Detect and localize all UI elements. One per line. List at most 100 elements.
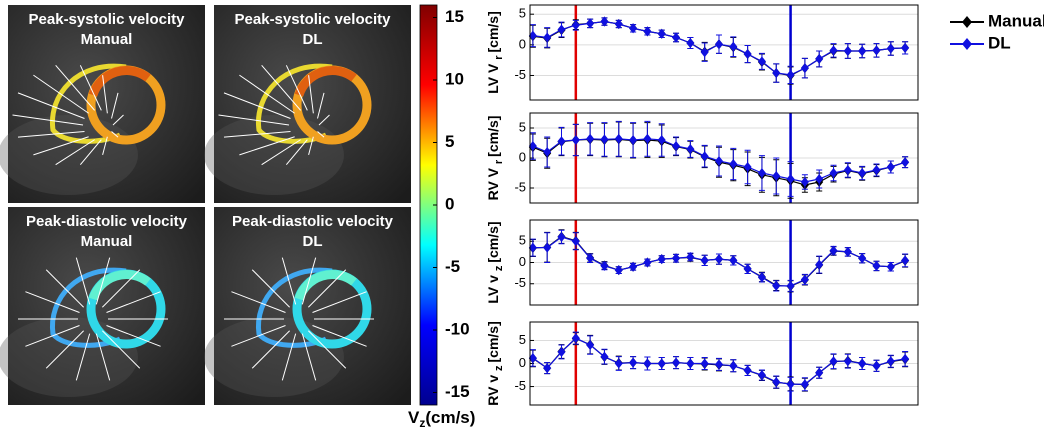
lv-wall-accent	[88, 66, 151, 97]
y-axis-label: LV V r [cm/s]	[485, 11, 505, 93]
rv-wall	[255, 63, 333, 144]
data-point	[657, 254, 666, 265]
data-point	[786, 69, 795, 80]
colorbar-tick-label: -5	[445, 257, 460, 276]
data-point	[829, 245, 838, 256]
colorbar-tick-label: 5	[445, 132, 454, 151]
data-point	[901, 353, 910, 364]
data-point	[614, 358, 623, 369]
data-point	[714, 156, 723, 166]
data-point	[729, 159, 738, 169]
y-tick-label: -5	[514, 179, 526, 194]
data-point	[843, 246, 852, 257]
data-point	[843, 165, 852, 175]
y-label-sub: z	[493, 265, 505, 271]
rv-wall	[255, 267, 333, 348]
velocity-arrow	[102, 75, 108, 114]
data-point	[672, 253, 681, 264]
data-point	[829, 45, 838, 56]
data-point	[714, 359, 723, 370]
image-panel: Peak-diastolic velocity Manual	[0, 207, 205, 405]
data-point	[757, 168, 766, 178]
image-title: Peak-systolic velocity	[235, 11, 392, 28]
velocity-arrow	[223, 131, 291, 138]
data-point	[757, 370, 766, 381]
velocity-arrow	[281, 333, 297, 381]
data-point	[886, 162, 895, 172]
velocity-arrow	[285, 139, 308, 166]
data-point	[800, 177, 809, 187]
data-point	[600, 16, 609, 27]
data-point	[858, 45, 867, 56]
colorbar-tick-label: 0	[445, 194, 454, 213]
data-point	[772, 280, 781, 291]
velocity-arrow	[55, 64, 96, 111]
data-point	[772, 68, 781, 79]
plot-frame	[529, 4, 919, 101]
data-point	[629, 23, 638, 34]
colorbar-label-main: V	[408, 408, 420, 427]
velocity-arrow	[106, 291, 161, 313]
velocity-arrow	[285, 65, 308, 111]
data-point	[886, 356, 895, 367]
velocity-arrow	[312, 325, 367, 347]
data-point	[600, 351, 609, 362]
data-point	[886, 261, 895, 272]
velocity-arrow	[112, 114, 124, 126]
velocity-arrow	[12, 114, 84, 126]
velocity-arrow	[223, 92, 291, 119]
colorbar-label-sub: z	[419, 416, 425, 430]
tissue	[0, 115, 138, 195]
data-point	[829, 356, 838, 367]
velocity-arrow	[318, 114, 330, 126]
y-tick-label: 5	[519, 6, 526, 21]
data-point	[800, 63, 809, 74]
y-label-unit: [cm/s]	[485, 321, 501, 362]
data-point	[686, 251, 695, 262]
data-point	[643, 26, 652, 37]
image-background	[214, 207, 411, 405]
data-point	[672, 32, 681, 43]
velocity-arrow	[95, 333, 111, 381]
velocity-arrow	[45, 330, 85, 369]
data-point	[729, 360, 738, 371]
lv-wall-accent	[88, 270, 151, 301]
data-point	[700, 358, 709, 369]
data-point	[629, 357, 638, 368]
velocity-arrow	[317, 131, 325, 138]
lv-wall-accent	[294, 66, 357, 97]
data-point	[901, 157, 910, 168]
data-point	[672, 357, 681, 368]
data-point	[800, 379, 809, 390]
image-panel: Peak-diastolic velocity DL	[204, 207, 411, 405]
y-label-main: LV V	[485, 60, 501, 94]
data-point	[643, 133, 652, 144]
velocity-arrow	[261, 139, 301, 166]
data-point	[872, 260, 881, 271]
data-point	[586, 253, 595, 264]
data-point	[686, 144, 695, 154]
data-point	[714, 39, 723, 50]
velocity-arrow	[106, 325, 161, 347]
velocity-arrow	[25, 291, 80, 313]
data-point	[586, 340, 595, 351]
velocity-arrow	[317, 92, 325, 119]
data-point	[557, 232, 566, 242]
data-point	[686, 358, 695, 369]
data-point	[829, 168, 838, 178]
y-tick-label: 0	[519, 36, 526, 51]
image-title: Peak-systolic velocity	[29, 11, 186, 28]
tissue	[204, 115, 344, 195]
data-point	[528, 30, 537, 41]
legend-marker	[962, 16, 972, 28]
data-point	[843, 356, 852, 367]
data-point	[586, 133, 595, 144]
image-subtitle: DL	[303, 233, 323, 250]
plot-frame	[529, 112, 919, 204]
image-panel: Peak-systolic velocity DL	[204, 5, 411, 203]
velocity-arrow	[101, 269, 141, 308]
velocity-arrow	[17, 131, 85, 138]
data-point	[757, 272, 766, 283]
legend-label: Manual	[988, 11, 1044, 30]
